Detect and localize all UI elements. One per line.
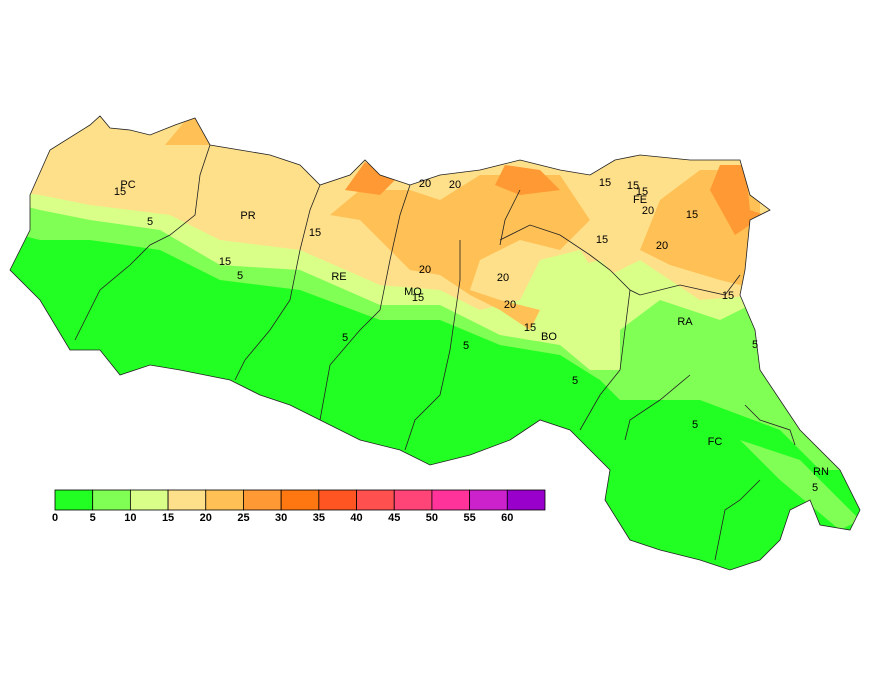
legend-swatch <box>431 489 471 511</box>
contour-label: 20 <box>642 205 654 217</box>
legend-swatch <box>243 489 282 511</box>
legend-tick-label: 20 <box>200 512 212 524</box>
legend-tick-label: 50 <box>426 512 438 524</box>
contour-label: 20 <box>504 299 516 311</box>
contour-label: 5 <box>463 340 469 352</box>
province-label: MO <box>404 286 422 298</box>
province-label: PR <box>240 210 255 222</box>
legend-tick-label: 45 <box>388 512 400 524</box>
contour-label: 15 <box>412 292 424 304</box>
legend-swatch <box>54 489 94 511</box>
contour-label: 5 <box>342 332 348 344</box>
province-label: RA <box>677 316 693 328</box>
contour-label: 5 <box>237 270 243 282</box>
legend-tick-label: 55 <box>463 512 475 524</box>
province-label: RN <box>813 466 829 478</box>
legend-tick-label: 5 <box>90 512 96 524</box>
legend-tick-label: 15 <box>162 512 174 524</box>
province-label: RE <box>331 271 346 283</box>
province-label: FC <box>708 436 723 448</box>
province-borders <box>74 144 796 561</box>
legend-swatch <box>393 489 433 511</box>
contour-label: 5 <box>692 419 698 431</box>
contour-label: 15 <box>599 177 611 189</box>
contour-label: 15 <box>596 234 608 246</box>
legend-tick-label: 10 <box>124 512 136 524</box>
legend-swatch <box>469 489 508 511</box>
contour-label: 15 <box>686 209 698 221</box>
contour-label: 20 <box>497 272 509 284</box>
legend-swatch <box>205 489 244 511</box>
legend-tick-label: 40 <box>350 512 362 524</box>
contour-label: 5 <box>572 375 578 387</box>
legend-swatch <box>318 489 357 511</box>
legend-tick-label: 60 <box>501 512 513 524</box>
contour-label: 20 <box>419 178 431 190</box>
contour-label: 15 <box>309 227 321 239</box>
contour-label: 20 <box>449 179 461 191</box>
contour-label: 5 <box>752 339 758 351</box>
legend-tick-label: 25 <box>237 512 249 524</box>
legend-swatch <box>129 489 169 511</box>
province-label: PC <box>120 179 135 191</box>
legend-swatch <box>92 489 131 511</box>
contour-label: 15 <box>722 290 734 302</box>
contour-label: 20 <box>419 264 431 276</box>
legend-swatch <box>506 489 546 511</box>
legend-tick-label: 35 <box>313 512 325 524</box>
legend-swatch <box>356 489 395 511</box>
contour-label: 15 <box>627 180 639 192</box>
contour-label: 20 <box>656 240 668 252</box>
province-labels: PC PR RE MO BO FE RA FC RN <box>120 179 829 478</box>
contour-label: 15 <box>524 322 536 334</box>
province-label: FE <box>633 194 647 206</box>
contour-label: 15 <box>114 186 126 198</box>
legend-tick-label: 30 <box>275 512 287 524</box>
contour-label: 15 <box>219 256 231 268</box>
contour-label: 5 <box>147 216 153 228</box>
province-label: BO <box>541 331 557 343</box>
legend-tick-label: 0 <box>52 512 58 524</box>
contour-label: 5 <box>812 482 818 494</box>
contour-label: 15 <box>636 186 648 198</box>
legend: 0 5 10 15 20 25 30 35 40 45 50 55 60 <box>52 489 546 524</box>
legend-swatch <box>167 489 207 511</box>
legend-swatch <box>280 489 320 511</box>
